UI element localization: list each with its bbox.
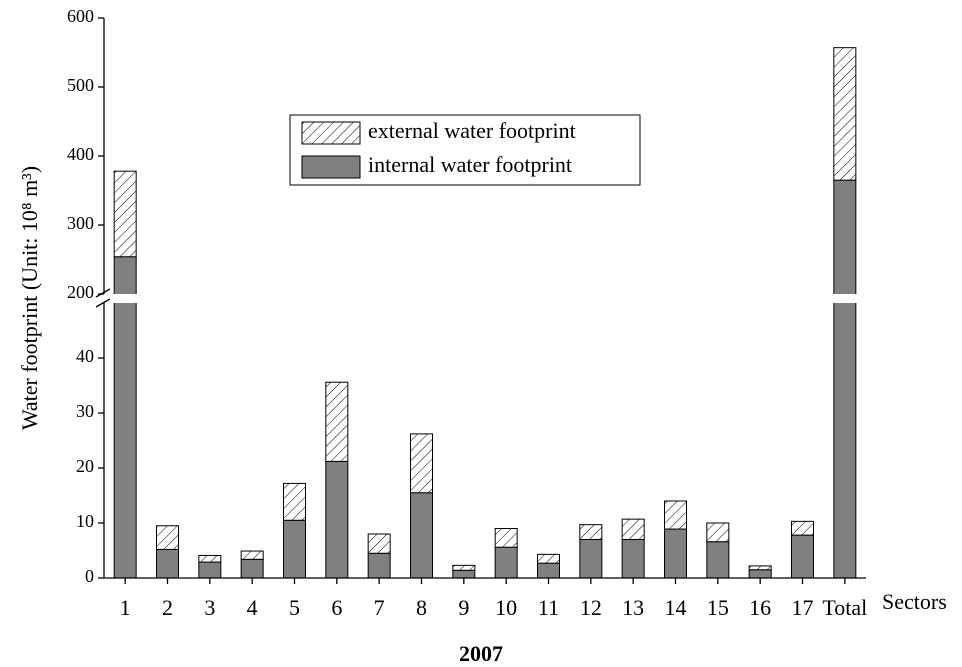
x-axis-label: Sectors — [882, 589, 947, 614]
bar-segment — [494, 546, 518, 579]
bar-segment — [156, 548, 179, 579]
y-tick-label: 400 — [67, 144, 94, 164]
x-tick-label: 1 — [120, 595, 131, 620]
bar-segment — [325, 381, 349, 462]
y-tick-label: 200 — [67, 282, 94, 302]
x-tick-label: 8 — [416, 595, 427, 620]
x-tick-label: 5 — [289, 595, 300, 620]
x-tick-label: 16 — [749, 595, 771, 620]
x-tick-label: 2 — [162, 595, 173, 620]
bar-segment — [367, 533, 391, 554]
bar-segment — [156, 525, 179, 550]
x-tick-label: 7 — [374, 595, 385, 620]
break-mark — [95, 288, 111, 298]
bar-segment — [791, 520, 814, 536]
x-tick-label: 14 — [665, 595, 687, 620]
bar-segment — [452, 564, 476, 571]
break-mark — [95, 298, 111, 308]
subtitle: 2007 — [459, 641, 503, 666]
x-tick-label: 15 — [707, 595, 729, 620]
bar-segment — [283, 519, 306, 579]
bar-segment — [706, 522, 730, 543]
legend-label: internal water footprint — [368, 152, 572, 177]
bar-segment — [494, 528, 518, 548]
bar-segment — [833, 47, 857, 181]
x-tick-label: 11 — [538, 595, 559, 620]
bar-segment — [748, 565, 772, 571]
x-tick-label: 13 — [622, 595, 644, 620]
axis-break — [96, 294, 866, 303]
y-tick-label: 600 — [67, 6, 94, 26]
bar-segment — [621, 518, 645, 541]
bar-segment — [410, 492, 433, 579]
y-axis-label: Water footprint (Unit: 10⁸ m³) — [17, 166, 42, 430]
bar-segment — [198, 554, 222, 563]
x-tick-label: 10 — [495, 595, 517, 620]
x-tick-label: 17 — [792, 595, 814, 620]
legend-label: external water footprint — [368, 118, 576, 143]
y-tick-label: 20 — [76, 456, 94, 476]
bar-segment — [579, 524, 603, 541]
bar-segment — [833, 179, 857, 579]
x-tick-label: 12 — [580, 595, 602, 620]
bar-segment — [240, 550, 264, 560]
bar-segment — [791, 534, 814, 579]
bar-segment — [113, 170, 137, 258]
y-tick-label: 30 — [76, 401, 94, 421]
y-tick-label: 500 — [67, 75, 94, 95]
bar-segment — [537, 562, 560, 579]
x-tick-label: 4 — [247, 595, 258, 620]
bar-segment — [706, 541, 730, 579]
y-tick-label: 0 — [85, 566, 94, 586]
x-tick-label: 9 — [458, 595, 469, 620]
x-tick-label: 6 — [331, 595, 342, 620]
bar-segment — [452, 569, 476, 579]
legend-swatch — [301, 121, 361, 145]
bar-segment — [748, 569, 772, 579]
bar-segment — [325, 460, 349, 579]
bar-segment — [664, 500, 687, 530]
bar-segment — [664, 528, 687, 579]
x-tick-label: Total — [822, 595, 867, 620]
bar-segment — [240, 558, 264, 579]
bar-segment — [283, 482, 306, 521]
bar-segment — [537, 553, 560, 564]
legend-swatch — [301, 155, 361, 179]
x-tick-label: 3 — [204, 595, 215, 620]
bar-segment — [621, 539, 645, 579]
bar-segment — [113, 256, 137, 579]
bar-segment — [410, 433, 433, 494]
y-tick-label: 10 — [76, 511, 94, 531]
bar-segment — [367, 552, 391, 579]
y-tick-label: 40 — [76, 346, 94, 366]
bar-segment — [579, 539, 603, 579]
bar-segment — [198, 561, 222, 579]
y-tick-label: 300 — [67, 213, 94, 233]
